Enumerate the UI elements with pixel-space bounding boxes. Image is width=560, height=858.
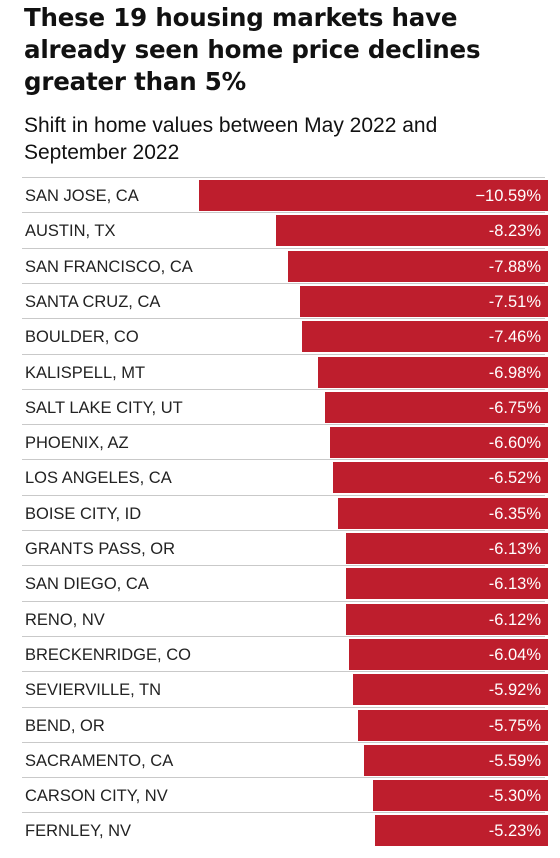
bar-value-label: -6.13% [488, 575, 541, 593]
bar [346, 533, 548, 564]
bar-value-label: -6.12% [488, 611, 541, 629]
bar [333, 462, 548, 493]
category-label: PHOENIX, AZ [25, 434, 129, 452]
category-label: KALISPELL, MT [25, 364, 146, 382]
bar-value-label: -8.23% [488, 222, 541, 240]
row-divider [22, 177, 545, 178]
bar-value-label: -5.75% [488, 717, 541, 735]
bar [375, 815, 548, 846]
bar [364, 745, 548, 776]
chart-title: These 19 housing markets have already se… [24, 3, 481, 96]
row-divider [22, 389, 545, 390]
bar-value-label: −10.59% [475, 187, 541, 205]
bar-value-label: -6.52% [488, 469, 541, 487]
row-divider [22, 601, 545, 602]
row-divider [22, 424, 545, 425]
bar-value-label: -6.98% [488, 364, 541, 382]
bar-value-label: -6.35% [488, 505, 541, 523]
category-label: BRECKENRIDGE, CO [25, 646, 191, 664]
category-label: SAN FRANCISCO, CA [25, 258, 193, 276]
bar-value-label: -6.04% [488, 646, 541, 664]
category-label: RENO, NV [25, 611, 105, 629]
bar [353, 674, 548, 705]
bar-value-label: -5.23% [488, 822, 541, 840]
bar [199, 180, 548, 211]
bar-value-label: -5.59% [488, 752, 541, 770]
row-divider [22, 742, 545, 743]
category-label: CARSON CITY, NV [25, 787, 168, 805]
category-label: SAN JOSE, CA [25, 187, 139, 205]
bar [300, 286, 548, 317]
category-label: BEND, OR [25, 717, 105, 735]
category-label: GRANTS PASS, OR [25, 540, 176, 558]
row-divider [22, 354, 545, 355]
category-label: SALT LAKE CITY, UT [25, 399, 183, 417]
category-label: SAN DIEGO, CA [25, 575, 149, 593]
row-divider [22, 495, 545, 496]
bar-value-label: -6.13% [488, 540, 541, 558]
row-divider [22, 283, 545, 284]
bar [373, 780, 548, 811]
category-label: BOISE CITY, ID [25, 505, 142, 523]
bar [276, 215, 548, 246]
bar [346, 604, 548, 635]
row-divider [22, 812, 545, 813]
category-label: LOS ANGELES, CA [25, 469, 172, 487]
category-label: SACRAMENTO, CA [25, 752, 174, 770]
row-divider [22, 248, 545, 249]
bar [346, 568, 548, 599]
row-divider [22, 777, 545, 778]
bar [349, 639, 548, 670]
bar-value-label: -7.46% [488, 328, 541, 346]
row-divider [22, 636, 545, 637]
bar-value-label: -5.30% [488, 787, 541, 805]
bar-value-label: -6.60% [488, 434, 541, 452]
bar [338, 498, 548, 529]
category-label: SANTA CRUZ, CA [25, 293, 161, 311]
row-divider [22, 565, 545, 566]
row-divider [22, 530, 545, 531]
chart-subtitle: Shift in home values between May 2022 an… [24, 114, 438, 164]
bar [288, 251, 548, 282]
row-divider [22, 318, 545, 319]
row-divider [22, 707, 545, 708]
row-divider [22, 212, 545, 213]
bar-value-label: -7.51% [488, 293, 541, 311]
bar [318, 357, 548, 388]
bar-value-label: -6.75% [488, 399, 541, 417]
bar-value-label: -7.88% [488, 258, 541, 276]
bar [330, 427, 548, 458]
category-label: BOULDER, CO [25, 328, 139, 346]
bar [302, 321, 548, 352]
category-label: SEVIERVILLE, TN [25, 681, 162, 699]
row-divider [22, 459, 545, 460]
bar [358, 710, 548, 741]
category-label: AUSTIN, TX [25, 222, 116, 240]
bar [325, 392, 548, 423]
category-label: FERNLEY, NV [25, 822, 132, 840]
row-divider [22, 671, 545, 672]
bar-value-label: -5.92% [488, 681, 541, 699]
